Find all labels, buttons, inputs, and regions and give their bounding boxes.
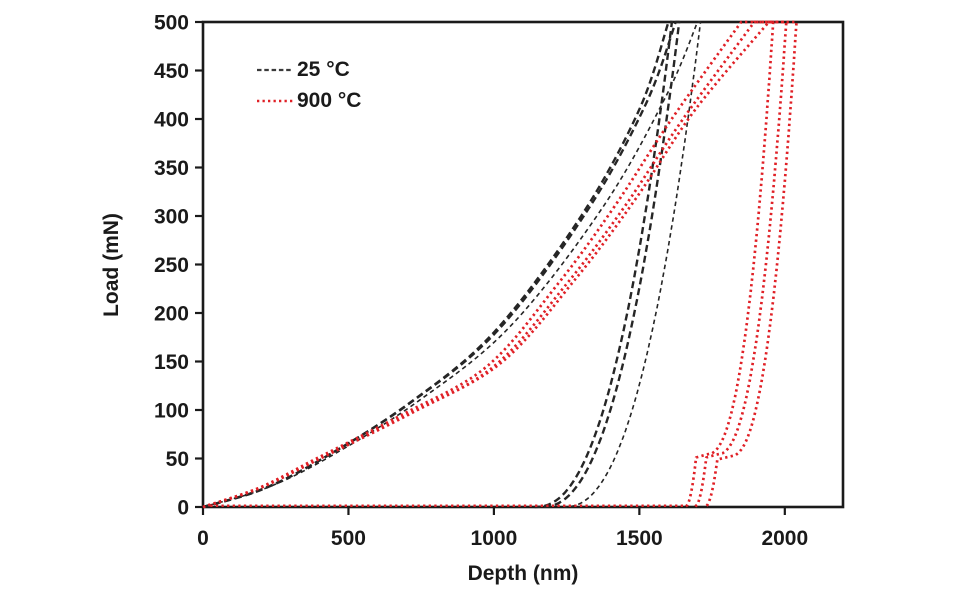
curve-900C-test1 <box>202 20 775 509</box>
y-tick-label: 400 <box>154 109 189 132</box>
legend-label-25c: 25 °C <box>297 57 350 81</box>
y-tick-label: 50 <box>166 448 189 471</box>
curve-25C-test3 <box>202 21 702 508</box>
y-axis-title: Load (mN) <box>100 213 123 317</box>
y-tick-label: 100 <box>154 400 189 423</box>
curve-900C-test3 <box>202 20 798 509</box>
legend-item-900c: 900 °C <box>256 85 361 116</box>
dotted-line-icon <box>257 99 293 102</box>
y-tick-label: 300 <box>154 206 189 229</box>
y-tick-label: 500 <box>154 12 189 35</box>
x-tick-label: 1000 <box>471 527 518 550</box>
legend: 25 °C 900 °C <box>256 54 361 116</box>
legend-item-25c: 25 °C <box>256 54 361 85</box>
x-tick-label: 500 <box>331 527 366 550</box>
y-tick-label: 200 <box>154 303 189 326</box>
x-axis-title: Depth (nm) <box>467 562 579 585</box>
x-tick-label: 1500 <box>616 527 663 550</box>
y-tick-label: 450 <box>154 60 189 83</box>
dashed-line-icon <box>257 68 293 71</box>
x-tick-label: 0 <box>197 527 209 550</box>
y-tick-label: 350 <box>154 157 189 180</box>
y-tick-label: 250 <box>154 254 189 277</box>
y-tick-label: 0 <box>177 497 189 520</box>
x-tick-label: 2000 <box>761 527 808 550</box>
y-tick-label: 150 <box>154 351 189 374</box>
legend-label-900c: 900 °C <box>297 88 362 112</box>
